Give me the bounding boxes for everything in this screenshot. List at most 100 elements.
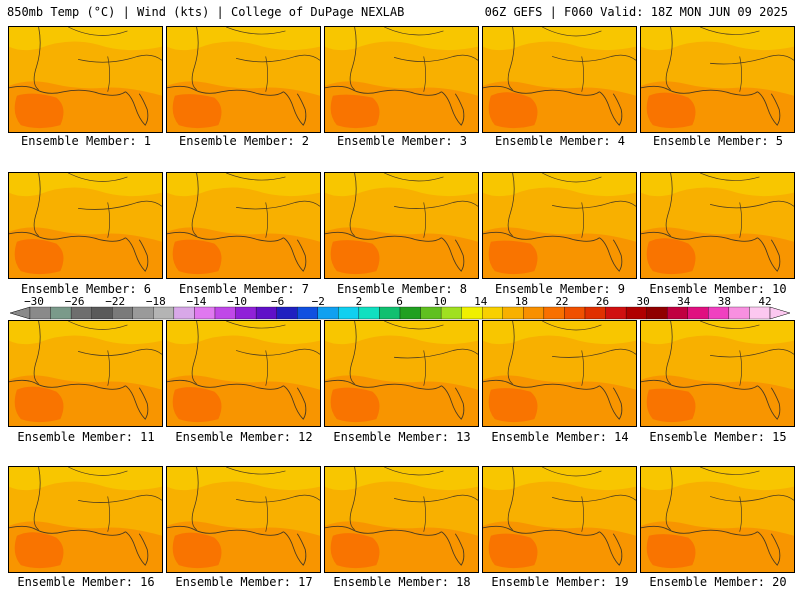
member-label: Ensemble Member: 5 [652, 134, 784, 148]
temperature-map [325, 321, 478, 426]
colorbar-tick-labels: −30 −26 −22 −18 −14 −10 −6 −2 2 6 10 14 18 22 26 30 34 38… [0, 295, 800, 308]
colorbar-swatch [50, 306, 72, 320]
ensemble-panel [166, 172, 321, 279]
colorbar-swatch [173, 306, 195, 320]
temperature-map [325, 27, 478, 132]
temperature-map [9, 173, 162, 278]
member-label: Ensemble Member: 10 [649, 282, 787, 296]
colorbar-swatch [70, 306, 92, 320]
colorbar-swatch [420, 306, 442, 320]
member-label: Ensemble Member: 7 [178, 282, 310, 296]
ensemble-panel [8, 320, 163, 427]
colorbar-swatch [338, 306, 360, 320]
colorbar-swatch [214, 306, 236, 320]
colorbar-tick-label: −18 [145, 295, 166, 308]
member-label: Ensemble Member: 18 [333, 575, 471, 589]
member-label: Ensemble Member: 20 [649, 575, 787, 589]
colorbar-swatch [687, 306, 709, 320]
colorbar-tick-label: −10 [227, 295, 247, 308]
temperature-map [641, 173, 794, 278]
ensemble-panel [324, 320, 479, 427]
temperature-map [167, 27, 320, 132]
temperature-map [483, 467, 636, 572]
colorbar-tick-label: 38 [717, 295, 731, 308]
colorbar-swatch [584, 306, 606, 320]
temperature-map [167, 467, 320, 572]
colorbar-swatch [112, 306, 133, 320]
colorbar-swatch [749, 306, 771, 320]
colorbar-tick-label: 6 [396, 295, 403, 308]
ensemble-panel [324, 466, 479, 573]
colorbar-tick-label: 22 [555, 295, 569, 308]
ensemble-panel [8, 466, 163, 573]
colorbar-swatch [667, 306, 688, 320]
colorbar-swatch [276, 306, 298, 320]
colorbar-tick-label: 30 [636, 295, 650, 308]
colorbar-swatch [646, 306, 668, 320]
colorbar-tick-label: 14 [474, 295, 488, 308]
colorbar-swatch [708, 306, 730, 320]
ensemble-panel [8, 26, 163, 133]
colorbar-tick-label: −2 [311, 295, 325, 308]
colorbar-tick-label: 2 [355, 295, 363, 308]
member-label: Ensemble Member: 11 [17, 430, 155, 444]
temperature-map [9, 321, 162, 426]
colorbar-swatch [153, 306, 175, 320]
temperature-map [9, 467, 162, 572]
temperature-map [641, 27, 794, 132]
colorbar-tick-label: 18 [514, 295, 528, 308]
colorbar-tick-label: 34 [677, 295, 691, 308]
member-label: Ensemble Member: 2 [178, 134, 310, 148]
ensemble-panel [166, 26, 321, 133]
colorbar-swatch [523, 306, 545, 320]
colorbar-swatch [502, 306, 524, 320]
colorbar-left-arrow [10, 306, 31, 320]
member-label: Ensemble Member: 13 [333, 430, 471, 444]
title-right: 06Z GEFS | F060 Valid: 18Z MON JUN 09 20… [484, 5, 788, 19]
colorbar-swatch [482, 306, 503, 320]
colorbar [10, 306, 790, 320]
member-label: Ensemble Member: 12 [175, 430, 313, 444]
ensemble-panel [640, 320, 795, 427]
colorbar-right-arrow [769, 306, 790, 320]
member-label: Ensemble Member: 3 [336, 134, 468, 148]
colorbar-swatch [379, 306, 401, 320]
temperature-map [641, 321, 794, 426]
colorbar-swatch [297, 306, 318, 320]
member-label: Ensemble Member: 19 [491, 575, 629, 589]
colorbar-swatch [194, 306, 216, 320]
colorbar-swatch [91, 306, 113, 320]
colorbar-swatch [625, 306, 647, 320]
temperature-map [167, 321, 320, 426]
ensemble-panel [482, 172, 637, 279]
temperature-map [167, 173, 320, 278]
temperature-map [483, 173, 636, 278]
colorbar-swatch [132, 306, 154, 320]
member-label: Ensemble Member: 6 [20, 282, 152, 296]
temperature-map [483, 321, 636, 426]
colorbar-swatch [29, 306, 51, 320]
temperature-map [641, 467, 794, 572]
colorbar-swatch [235, 306, 257, 320]
colorbar-swatch [440, 306, 462, 320]
temperature-map [325, 467, 478, 572]
member-label: Ensemble Member: 4 [494, 134, 626, 148]
member-label: Ensemble Member: 15 [649, 430, 787, 444]
ensemble-panel [8, 172, 163, 279]
colorbar-swatch [605, 306, 627, 320]
colorbar-swatch [728, 306, 750, 320]
temperature-map [9, 27, 162, 132]
ensemble-panel [166, 466, 321, 573]
colorbar-tick-label: −30 [24, 295, 44, 308]
colorbar-tick-label: 42 [758, 295, 772, 308]
ensemble-panel [640, 172, 795, 279]
header: 850mb Temp (°C) | Wind (kts) | College o… [0, 0, 800, 22]
colorbar-tick-label: −6 [271, 295, 285, 308]
colorbar-swatch [543, 306, 565, 320]
member-label: Ensemble Member: 16 [17, 575, 155, 589]
colorbar-tick-label: −22 [105, 295, 126, 308]
ensemble-panel [640, 466, 795, 573]
colorbar-tick-label: −26 [64, 295, 85, 308]
member-label: Ensemble Member: 17 [175, 575, 313, 589]
colorbar-swatch [358, 306, 380, 320]
